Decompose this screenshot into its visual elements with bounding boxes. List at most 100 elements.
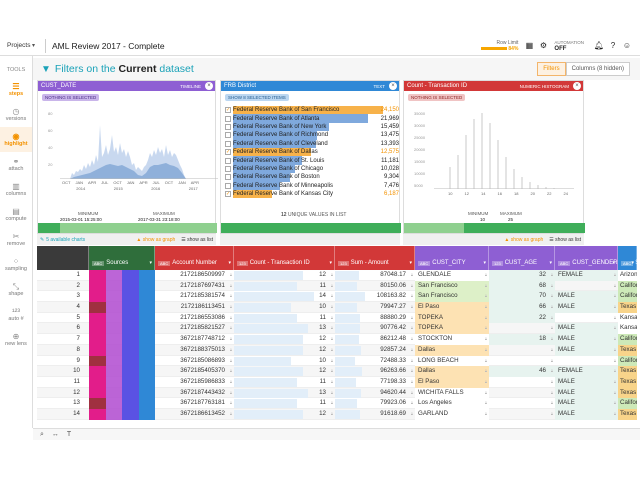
checkbox-icon[interactable]	[225, 115, 231, 122]
gender-cell[interactable]: MALE 🔒︎	[555, 398, 618, 409]
city-cell[interactable]: TOPEKA 🔒︎	[415, 323, 489, 335]
max-value[interactable]: 2017-03-31 23:18:00	[138, 217, 180, 222]
checkbox-icon[interactable]	[225, 165, 231, 172]
column-header[interactable]: ABC CUST_GENDER ▾	[555, 246, 618, 270]
show-as-graph-button[interactable]: ▲ show as graph	[136, 236, 176, 243]
account-number-cell[interactable]: 2172186113451 🔒︎	[155, 302, 234, 313]
sum-amount-cell[interactable]: 87048.17 🔒︎	[335, 270, 415, 281]
district-list-item[interactable]: Federal Reserve Bank of St. Louis 11,181	[225, 156, 399, 165]
count-cell[interactable]: 12 🔒︎	[234, 270, 335, 281]
tool-versions[interactable]: ◷ versions	[0, 102, 32, 127]
count-cell[interactable]: 10 🔒︎	[234, 356, 335, 367]
card-header[interactable]: CUST_DATE TIMELINE ×	[38, 81, 215, 91]
tool-highlight[interactable]: ◉ highlight	[0, 127, 32, 152]
city-cell[interactable]: El Paso 🔒︎	[415, 302, 489, 313]
account-number-cell[interactable]: 3672187748712 🔒︎	[155, 334, 234, 345]
column-header[interactable]	[37, 246, 89, 270]
table-row[interactable]: 14 3672186613452 🔒︎ 12 🔒︎ 91618.69 🔒︎ GARLAND 🔒︎…	[37, 408, 637, 420]
state-cell[interactable]: Kansas	[618, 323, 637, 335]
search-icon[interactable]: ⌕	[40, 430, 44, 438]
age-cell[interactable]: 46 🔒︎	[489, 366, 555, 377]
age-cell[interactable]: 70 🔒︎	[489, 291, 555, 303]
table-row[interactable]: 6 2172185821527 🔒︎ 13 🔒︎ 90776.42 🔒︎ TOPEKA 🔒︎ 🔒︎…	[37, 323, 637, 335]
row-number[interactable]: 7	[37, 334, 89, 345]
gender-cell[interactable]: MALE 🔒︎	[555, 334, 618, 345]
sum-amount-cell[interactable]: 108163.82 🔒︎	[335, 291, 415, 302]
project-title[interactable]: AML Review 2017 - Complete	[52, 40, 165, 51]
row-number[interactable]: 10	[37, 366, 89, 377]
account-number-cell[interactable]: 3672186613452 🔒︎	[155, 409, 234, 420]
table-row[interactable]: 4 2172186113451 🔒︎ 10 🔒︎ 79947.27 🔒︎ El Paso 🔒︎ 6…	[37, 302, 637, 313]
sum-amount-cell[interactable]: 86212.48 🔒︎	[335, 334, 415, 345]
sum-amount-cell[interactable]: 90776.42 🔒︎	[335, 323, 415, 334]
district-list-item[interactable]: Federal Reserve Bank of New York 15,459	[225, 122, 399, 132]
card-header[interactable]: FRB District TEXT ×	[221, 81, 399, 91]
count-cell[interactable]: 12 🔒︎	[234, 345, 335, 356]
checkbox-checked-icon[interactable]: ✓	[225, 149, 231, 156]
district-list-item[interactable]: Federal Reserve Bank of Minneapolis 7,476	[225, 181, 399, 190]
age-cell[interactable]: 🔒︎	[489, 388, 555, 399]
age-cell[interactable]: 66 🔒︎	[489, 302, 555, 313]
column-header[interactable]: 123 CUST_AGE ▾	[489, 246, 555, 270]
account-number-cell[interactable]: 3672185086893 🔒︎	[155, 356, 234, 367]
sum-amount-cell[interactable]: 77198.33 🔒︎	[335, 377, 415, 388]
account-number-cell[interactable]: 3672188375013 🔒︎	[155, 345, 234, 356]
gender-cell[interactable]: MALE 🔒︎	[555, 323, 618, 335]
column-menu-icon[interactable]: ▾	[612, 260, 615, 266]
close-icon[interactable]: ×	[389, 82, 397, 90]
state-cell[interactable]: Texas	[618, 387, 637, 399]
sum-amount-cell[interactable]: 80150.06 🔒︎	[335, 281, 415, 292]
state-cell[interactable]: California	[618, 355, 637, 367]
account-number-cell[interactable]: 3672185986833 🔒︎	[155, 377, 234, 388]
account-number-cell[interactable]: 3672187443432 🔒︎	[155, 388, 234, 399]
district-list-item[interactable]: Federal Reserve Bank of Atlanta 21,969	[225, 114, 399, 123]
row-number[interactable]: 14	[37, 409, 89, 420]
city-cell[interactable]: GARLAND 🔒︎	[415, 408, 489, 420]
column-menu-icon[interactable]: ▾	[631, 260, 634, 266]
tool-columns[interactable]: ▥ columns	[0, 177, 32, 202]
column-menu-icon[interactable]: ▾	[228, 260, 231, 266]
row-number[interactable]: 9	[37, 356, 89, 367]
show-as-list-button[interactable]: ☰ show as list	[181, 236, 213, 243]
account-number-cell[interactable]: 2172185821527 🔒︎	[155, 323, 234, 334]
city-cell[interactable]: LONG BEACH 🔒︎	[415, 355, 489, 367]
count-cell[interactable]: 13 🔒︎	[234, 388, 335, 399]
columns-tab-button[interactable]: Columns (8 hidden)	[565, 62, 630, 76]
count-cell[interactable]: 13 🔒︎	[234, 323, 335, 334]
checkbox-checked-icon[interactable]: ✓	[225, 191, 231, 198]
city-cell[interactable]: TOPEKA 🔒︎	[415, 312, 489, 324]
row-number[interactable]: 6	[37, 323, 89, 334]
column-menu-icon[interactable]: ▾	[329, 260, 332, 266]
row-number[interactable]: 5	[37, 313, 89, 324]
tool-remove[interactable]: ✂ remove	[0, 227, 32, 252]
gender-cell[interactable]: 🔒︎	[555, 281, 618, 292]
account-number-cell[interactable]: 2172185381574 🔒︎	[155, 291, 234, 302]
city-cell[interactable]: San Francisco 🔒︎	[415, 291, 489, 303]
row-number[interactable]: 8	[37, 345, 89, 356]
count-cell[interactable]: 11 🔒︎	[234, 313, 335, 324]
state-cell[interactable]: Kansas	[618, 312, 637, 324]
checkbox-icon[interactable]	[225, 123, 231, 130]
age-cell[interactable]: 32 🔒︎	[489, 270, 555, 281]
sum-amount-cell[interactable]: 91618.69 🔒︎	[335, 409, 415, 420]
age-cell[interactable]: 🔒︎	[489, 323, 555, 334]
city-cell[interactable]: San Francisco 🔒︎	[415, 280, 489, 292]
district-list-item[interactable]: Federal Reserve Bank of Boston 9,304	[225, 173, 399, 182]
account-number-cell[interactable]: 2172187697431 🔒︎	[155, 281, 234, 292]
district-list-item[interactable]: ✓ Federal Reserve Bank of Dallas 12,575	[225, 147, 399, 157]
count-cell[interactable]: 14 🔒︎	[234, 291, 335, 302]
count-cell[interactable]: 10 🔒︎	[234, 302, 335, 313]
row-number[interactable]: 11	[37, 377, 89, 388]
age-cell[interactable]: 68 🔒︎	[489, 280, 555, 292]
account-number-cell[interactable]: 3672185405370 🔒︎	[155, 366, 234, 377]
count-cell[interactable]: 12 🔒︎	[234, 334, 335, 345]
count-cell[interactable]: 11 🔒︎	[234, 281, 335, 292]
tool-shape[interactable]: ⤡ shape	[0, 277, 32, 302]
district-list-item[interactable]: ✓ Federal Reserve Bank of San Francisco 24…	[225, 106, 399, 115]
tool-new-lens[interactable]: ⊕ new lens	[0, 327, 32, 352]
table-row[interactable]: 9 3672185086893 🔒︎ 10 🔒︎ 72488.33 🔒︎ LONG BEACH…	[37, 355, 637, 367]
gender-cell[interactable]: 🔒︎	[555, 313, 618, 324]
gender-cell[interactable]: 🔒︎	[555, 356, 618, 367]
count-cell[interactable]: 11 🔒︎	[234, 398, 335, 409]
sum-amount-cell[interactable]: 96263.66 🔒︎	[335, 366, 415, 377]
